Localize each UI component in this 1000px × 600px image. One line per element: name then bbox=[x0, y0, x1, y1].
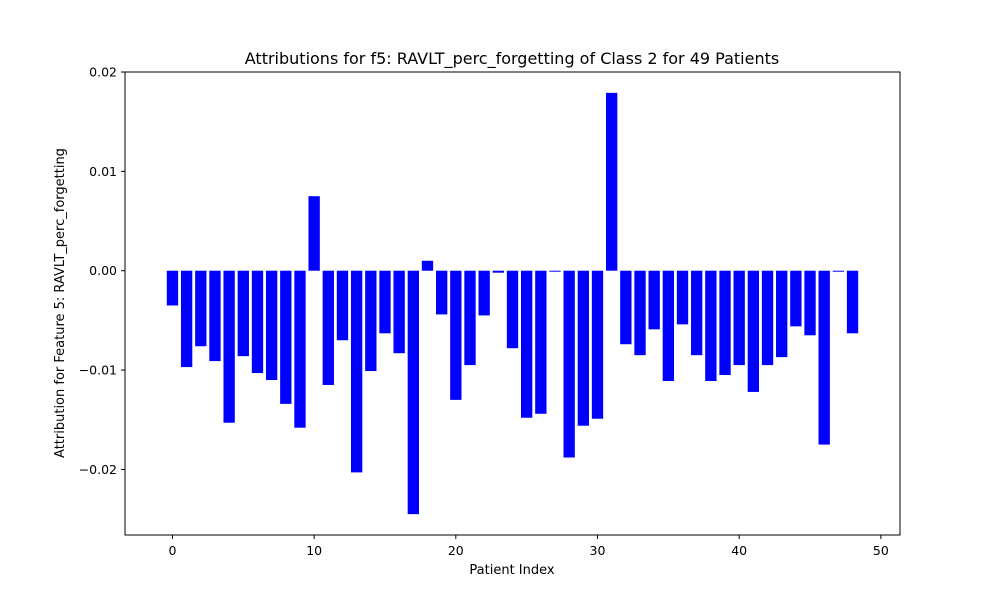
x-axis-label: Patient Index bbox=[469, 563, 554, 578]
bar-patient-24 bbox=[506, 270, 519, 349]
bar-patient-30 bbox=[591, 270, 604, 419]
bar-patient-38 bbox=[705, 270, 717, 381]
chart-title: Attributions for f5: RAVLT_perc_forgetti… bbox=[245, 49, 779, 69]
bar-patient-28 bbox=[563, 270, 575, 458]
bar-patient-33 bbox=[634, 270, 646, 356]
bar-patient-4 bbox=[223, 270, 235, 423]
bar-patient-6 bbox=[251, 270, 264, 374]
bar-patient-35 bbox=[662, 270, 675, 381]
bar-patient-7 bbox=[265, 270, 278, 380]
x-tick-label: 30 bbox=[590, 543, 606, 558]
plot-area-frame bbox=[124, 71, 901, 536]
x-tick-label: 50 bbox=[873, 543, 889, 558]
bar-patient-21 bbox=[464, 270, 476, 366]
bars-group bbox=[166, 92, 859, 515]
y-tick-label: 0.02 bbox=[89, 65, 117, 80]
y-axis-label: Attribution for Feature 5: RAVLT_perc_fo… bbox=[53, 148, 68, 458]
bar-patient-8 bbox=[280, 270, 292, 404]
bar-patient-25 bbox=[521, 270, 533, 418]
bar-patient-15 bbox=[379, 270, 391, 334]
y-tick-label: −0.01 bbox=[79, 363, 117, 378]
bar-patient-9 bbox=[294, 270, 306, 428]
bar-patient-36 bbox=[676, 270, 689, 325]
bar-patient-1 bbox=[180, 270, 193, 368]
bar-patient-3 bbox=[209, 270, 221, 362]
bar-patient-2 bbox=[195, 270, 207, 347]
bar-patient-41 bbox=[747, 270, 760, 392]
bar-patient-0 bbox=[166, 270, 179, 306]
x-tick-label: 20 bbox=[448, 543, 464, 558]
bar-patient-34 bbox=[648, 270, 660, 330]
bar-patient-20 bbox=[450, 270, 462, 400]
bar-patient-39 bbox=[719, 270, 731, 376]
x-tick-label: 40 bbox=[731, 543, 747, 558]
y-tick-label: 0.01 bbox=[89, 164, 117, 179]
bar-patient-40 bbox=[733, 270, 745, 366]
bar-patient-26 bbox=[535, 270, 547, 414]
bar-patient-44 bbox=[790, 270, 802, 327]
bar-patient-31 bbox=[606, 92, 618, 271]
bar-patient-12 bbox=[336, 270, 349, 341]
bar-patient-43 bbox=[776, 270, 788, 358]
y-axis-ticks: −0.02 −0.01 0.00 0.01 0.02 bbox=[79, 65, 125, 477]
bar-patient-27 bbox=[549, 270, 561, 272]
x-tick-label: 10 bbox=[306, 543, 322, 558]
bar-patient-22 bbox=[478, 270, 490, 316]
bar-patient-47 bbox=[832, 270, 845, 272]
bar-patient-42 bbox=[761, 270, 774, 366]
bar-patient-10 bbox=[308, 196, 320, 271]
bar-patient-11 bbox=[322, 270, 334, 385]
bar-patient-14 bbox=[365, 270, 377, 372]
y-tick-label: 0.00 bbox=[89, 263, 117, 278]
bar-patient-17 bbox=[407, 270, 419, 515]
bar-patient-13 bbox=[350, 270, 363, 473]
bar-patient-32 bbox=[620, 270, 632, 345]
y-tick-label: −0.02 bbox=[79, 462, 117, 477]
x-axis-ticks: 0 10 20 30 40 50 bbox=[168, 535, 889, 558]
bar-patient-16 bbox=[393, 270, 405, 354]
bar-patient-37 bbox=[691, 270, 703, 356]
bar-patient-5 bbox=[237, 270, 249, 357]
bar-patient-29 bbox=[577, 270, 589, 426]
bar-patient-19 bbox=[435, 270, 448, 315]
bar-patient-45 bbox=[804, 270, 816, 336]
bar-patient-23 bbox=[492, 270, 504, 273]
x-tick-label: 0 bbox=[168, 543, 176, 558]
bar-patient-48 bbox=[846, 270, 859, 334]
bar-patient-46 bbox=[818, 270, 830, 445]
bar-patient-18 bbox=[421, 260, 434, 271]
